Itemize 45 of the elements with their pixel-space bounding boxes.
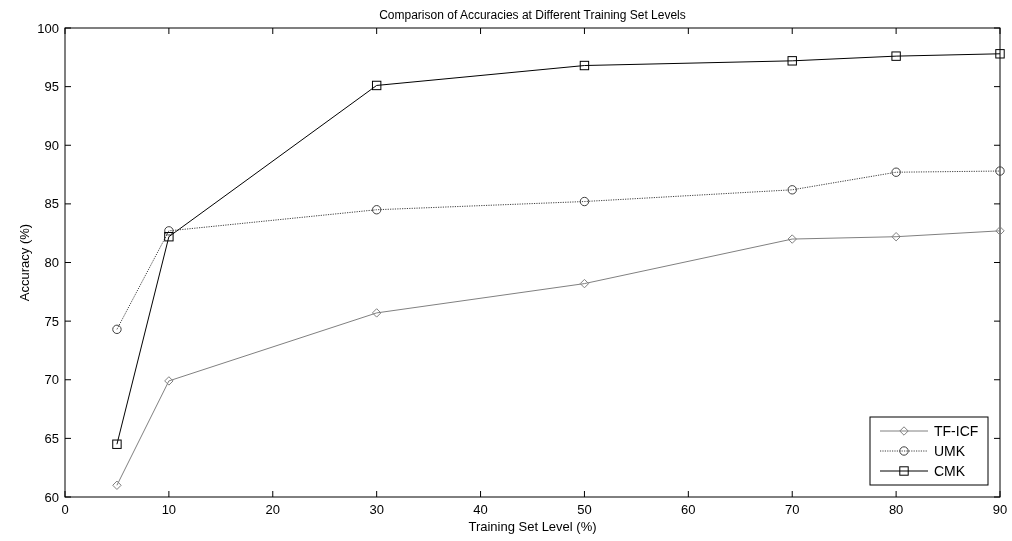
y-tick-label: 80 — [44, 255, 59, 270]
point — [787, 234, 797, 244]
point — [579, 196, 590, 207]
point — [579, 278, 590, 289]
point — [787, 185, 797, 195]
point — [164, 232, 174, 242]
x-axis-title: Training Set Level (%) — [468, 519, 597, 534]
point — [112, 324, 122, 335]
point — [891, 232, 901, 242]
point — [891, 167, 901, 177]
y-tick-label: 65 — [44, 430, 59, 446]
point — [112, 439, 122, 449]
point — [371, 308, 382, 318]
point — [164, 226, 174, 236]
legend-label: UMK — [934, 443, 966, 459]
x-tick-label: 80 — [888, 502, 904, 517]
x-tick-label: 90 — [992, 502, 1008, 517]
point — [371, 80, 382, 91]
x-tick-label: 30 — [369, 502, 384, 517]
point — [371, 205, 382, 215]
x-tick-label: 0 — [61, 502, 69, 517]
x-tick-label: 20 — [265, 502, 281, 517]
point — [579, 60, 590, 71]
point — [787, 56, 797, 66]
point — [164, 376, 174, 386]
point — [891, 51, 901, 61]
y-tick-label: 85 — [44, 196, 59, 212]
y-tick-label: 70 — [44, 372, 59, 388]
x-tick-label: 50 — [577, 502, 592, 517]
x-tick-label: 60 — [681, 502, 696, 517]
y-tick-label: 75 — [44, 313, 59, 329]
y-axis-title: Accuracy (%) — [17, 223, 32, 302]
y-tick-label: 100 — [37, 20, 59, 36]
legend-label: CMK — [934, 463, 966, 479]
legend-label: TF-ICF — [934, 423, 979, 439]
y-tick-label: 95 — [44, 79, 59, 95]
x-tick-label: 70 — [784, 502, 800, 517]
x-tick-label: 10 — [161, 502, 177, 517]
point — [995, 49, 1005, 59]
y-tick-label: 60 — [44, 489, 59, 505]
x-tick-label: 40 — [473, 502, 488, 517]
point — [112, 480, 122, 490]
chart-title: Comparison of Accuracies at Different Training Set Levels — [379, 8, 686, 22]
point — [995, 166, 1005, 176]
y-tick-label: 90 — [44, 137, 59, 153]
